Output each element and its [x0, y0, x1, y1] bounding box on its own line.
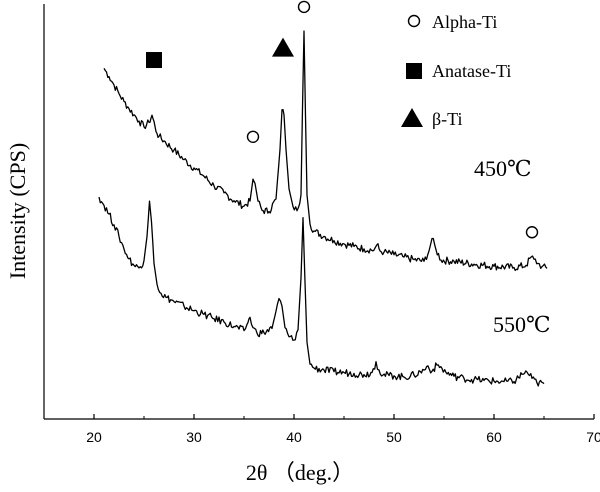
x-tick-label: 20: [86, 429, 102, 445]
x-tick-label: 50: [386, 429, 402, 445]
alpha-ti-peak-marker-icon: [297, 0, 311, 14]
alpha-ti-peak-marker-icon: [246, 130, 260, 144]
x-tick-label: 60: [486, 429, 502, 445]
beta-ti-peak-marker-icon: [272, 37, 294, 57]
legend-item-alpha-ti: Alpha-Ti: [407, 12, 497, 32]
x-tick-layer: 20 30 40 50 60 70: [43, 414, 600, 445]
legend: Alpha-Ti Anatase-Ti β-Ti: [401, 12, 511, 129]
legend-label: Anatase-Ti: [432, 61, 511, 81]
series-line-450: [103, 30, 548, 272]
series-label-450: 450℃: [474, 156, 532, 181]
circle-marker-icon: [407, 14, 421, 28]
x-tick-label: 70: [586, 429, 600, 445]
y-axis-label: Intensity (CPS): [5, 143, 30, 279]
anatase-ti-peak-marker-icon: [146, 52, 162, 69]
square-marker-icon: [406, 63, 422, 79]
triangle-marker-icon: [401, 108, 423, 127]
legend-label: Alpha-Ti: [432, 12, 497, 32]
x-tick-label: 30: [186, 429, 202, 445]
series-line-550: [98, 196, 545, 387]
legend-item-beta-ti: β-Ti: [401, 108, 463, 129]
x-tick-label: 40: [286, 429, 302, 445]
x-axis-label: 2θ （deg.）: [246, 460, 354, 485]
peak-marker-layer: [146, 0, 539, 239]
legend-label: β-Ti: [432, 109, 463, 129]
series-layer: [98, 30, 548, 387]
alpha-ti-peak-marker-icon: [525, 226, 539, 239]
series-label-550: 550℃: [493, 312, 551, 337]
legend-item-anatase-ti: Anatase-Ti: [406, 61, 511, 81]
